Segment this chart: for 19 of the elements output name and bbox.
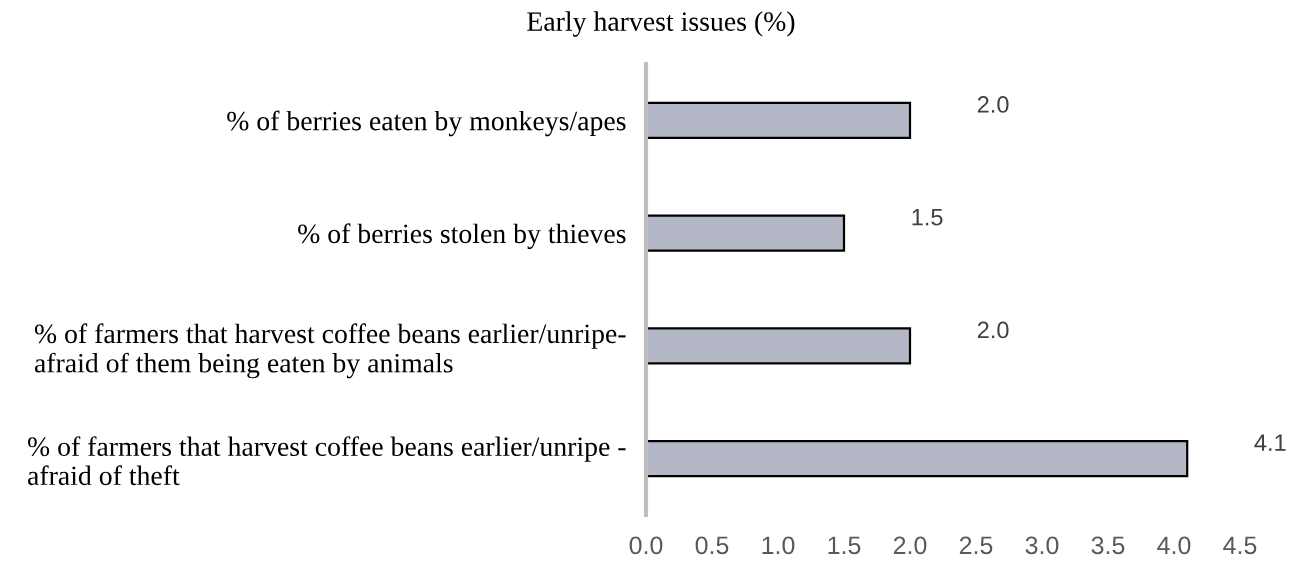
data-label: 2.0 [977, 96, 1009, 113]
data-label: 4.1 [1254, 434, 1286, 451]
data-label: 1.5 [912, 209, 943, 226]
x-tick-label: 4.5 [1223, 536, 1257, 555]
x-tick-label: 1.0 [762, 536, 795, 555]
x-tick-label: 3.0 [1025, 536, 1059, 555]
data-label: 2.0 [977, 321, 1009, 339]
x-tick-label: 0.0 [629, 536, 663, 555]
x-tick-label: 4.0 [1157, 536, 1191, 555]
x-tick-label: 1.5 [828, 536, 861, 555]
y-tick-label: % of farmers that harvest coffee beans earlier/unripe- afraid of them being eaten by animals [34, 323, 626, 379]
y-tick-label: % of berries eaten by monkeys/apes [227, 110, 626, 137]
y-tick-label: % of farmers that harvest coffee beans earlier/unripe - afraid of theft [27, 436, 626, 486]
y-tick-label: % of berries stolen by thieves [298, 223, 626, 249]
x-tick-label: 2.0 [893, 536, 927, 555]
x-tick-label: 3.5 [1091, 536, 1125, 555]
x-tick-label: 0.5 [695, 536, 729, 555]
chart-title: Early harvest issues (%) [527, 11, 795, 37]
x-tick-label: 2.5 [959, 536, 993, 555]
